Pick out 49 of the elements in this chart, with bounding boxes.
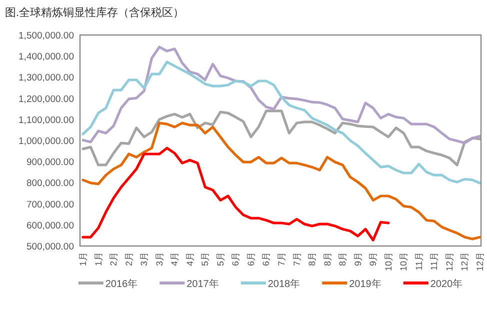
x-tick-label: 5月 [215,252,226,266]
x-tick-label: 9月 [352,252,363,266]
legend-label: 2018年 [268,278,300,290]
x-tick-label: 10月 [383,252,394,272]
line-series [82,110,482,166]
line-series [82,60,482,184]
x-tick-label: 6月 [246,252,256,266]
y-tick-label: 1,000,000.00 [18,136,74,147]
line-series [82,122,482,240]
x-tick-label: 8月 [322,252,332,266]
x-tick-label: 6月 [230,252,241,266]
y-tick-label: 1,400,000.00 [18,52,74,63]
x-tick-label: 1月 [93,252,104,266]
y-tick-label: 700,000.00 [26,199,74,210]
x-tick-label: 6月 [261,252,272,266]
line-series [82,146,390,242]
x-tick-label: 3月 [139,252,150,266]
y-tick-label: 500,000.00 [26,242,74,252]
x-tick-label: 8月 [307,252,318,266]
legend-label: 2016年 [105,278,138,290]
y-tick-label: 1,100,000.00 [18,114,74,126]
x-tick-label: 2月 [108,252,119,266]
x-tick-label: 11月 [414,252,424,270]
x-tick-label: 5月 [200,252,210,266]
x-tick-label: 11月 [429,252,440,270]
chart-title: 图.全球精炼铜显性库存（含保税区） [5,6,184,19]
line-series [82,46,482,144]
legend-label: 2017年 [186,278,219,290]
y-tick-label: 800,000.00 [26,178,74,190]
y-tick-label: 900,000.00 [26,157,74,168]
x-tick-label: 4月 [184,252,195,266]
y-tick-label: 1,200,000.00 [18,94,74,105]
x-tick-label: 2月 [124,252,134,266]
x-tick-label: 7月 [276,252,286,266]
x-tick-label: 9月 [368,252,378,266]
y-tick-label: 1,300,000.00 [18,72,74,84]
x-tick-label: 3月 [154,252,164,266]
x-tick-label: 4月 [170,252,180,266]
legend-label: 2019年 [349,278,382,290]
x-tick-label: 1月 [78,252,88,266]
y-tick-label: 1,500,000.00 [18,30,74,42]
x-tick-label: 8月 [338,252,348,266]
x-tick-label: 10月 [398,252,409,272]
y-tick-label: 600,000.00 [26,220,74,232]
x-tick-label: 12月 [460,252,470,272]
x-tick-label: 12月 [444,252,454,272]
x-tick-label: 7月 [292,252,302,266]
x-tick-label: 12月 [475,252,485,272]
legend-label: 2020年 [430,278,463,290]
